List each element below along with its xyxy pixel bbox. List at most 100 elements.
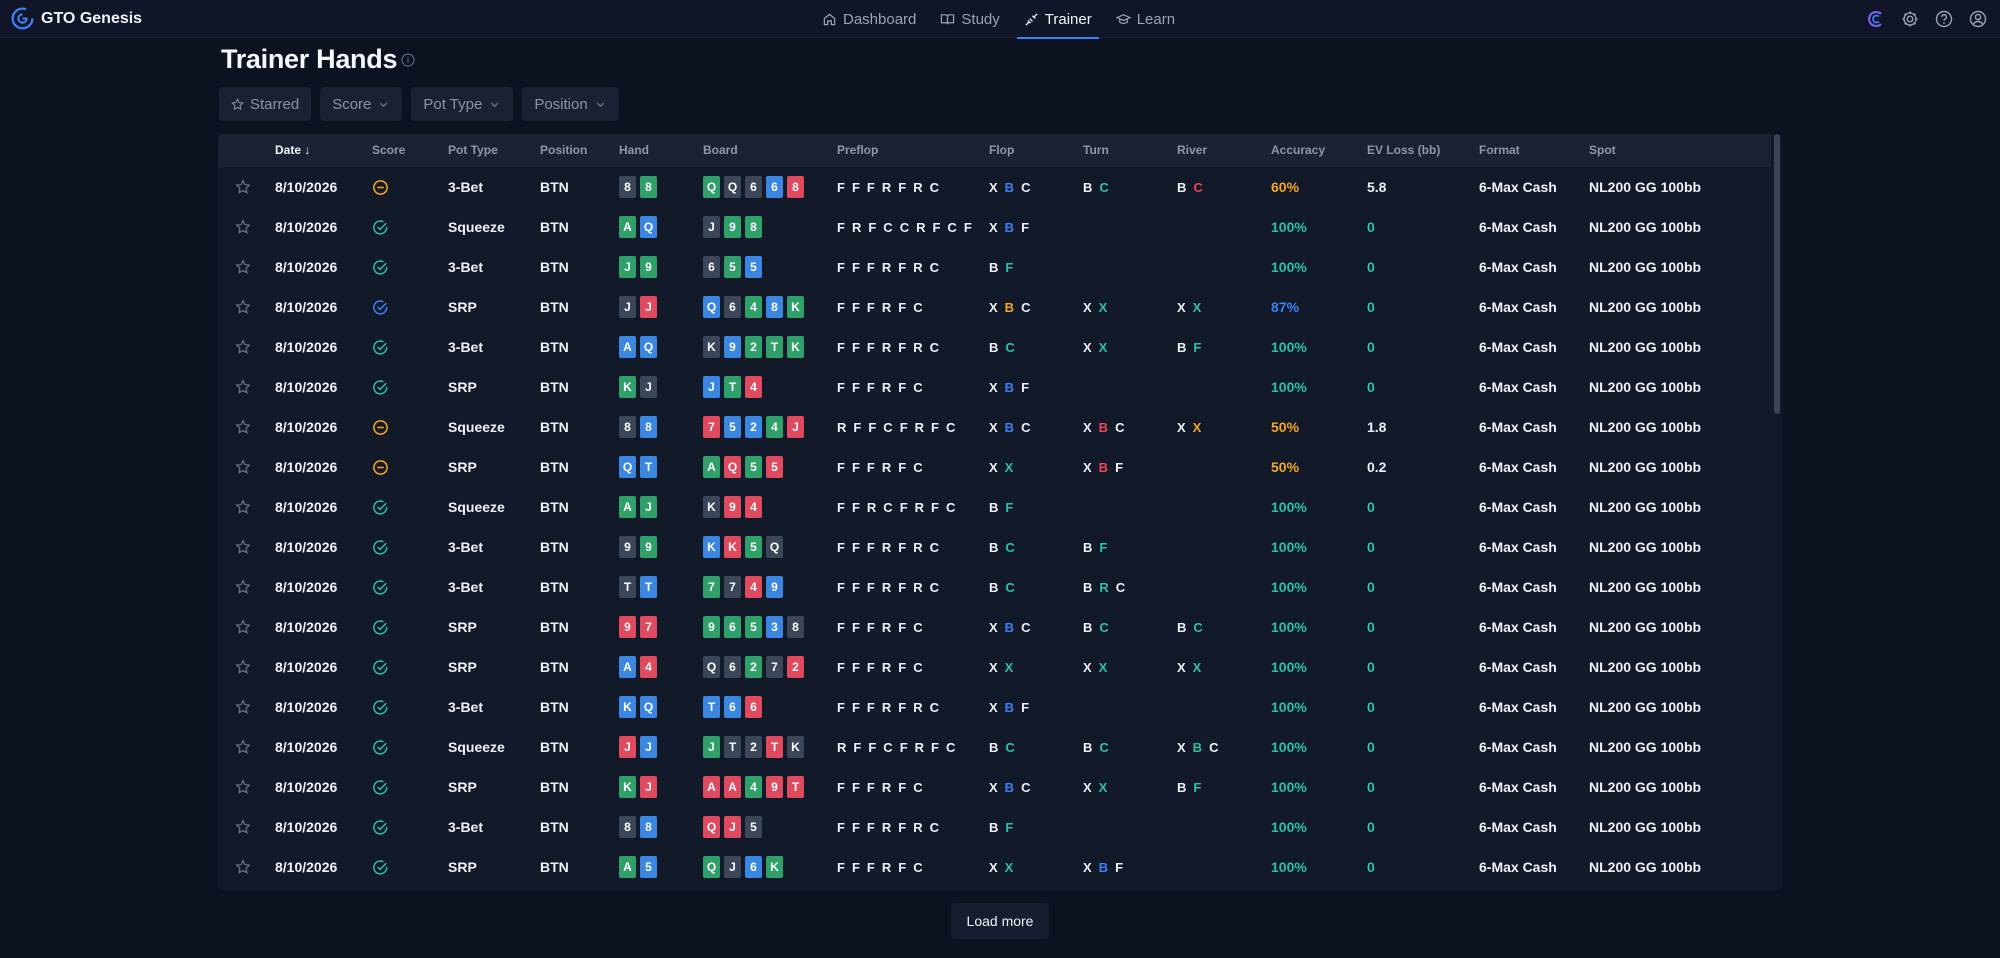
column-header-ev-loss[interactable]: EV Loss (bb) bbox=[1367, 143, 1441, 157]
column-header-spot[interactable]: Spot bbox=[1589, 143, 1616, 157]
column-header-score[interactable]: Score bbox=[372, 143, 406, 157]
star-icon[interactable] bbox=[235, 167, 251, 207]
table-scrollbar[interactable] bbox=[1774, 134, 1780, 414]
star-icon[interactable] bbox=[235, 367, 251, 407]
playing-card: 7 bbox=[703, 576, 720, 598]
action-token: R bbox=[837, 419, 847, 435]
nav-dashboard[interactable]: Dashboard bbox=[810, 0, 928, 38]
star-icon[interactable] bbox=[235, 687, 251, 727]
star-icon[interactable] bbox=[235, 847, 251, 887]
playing-card: 4 bbox=[766, 416, 783, 438]
info-icon[interactable] bbox=[401, 53, 415, 67]
pot-type-cell: 3-Bet bbox=[448, 819, 484, 835]
table-row[interactable]: 8/10/2026 Squeeze BTN A Q J 9 8 F R F C C R F C F X B F 100%… bbox=[218, 207, 1771, 247]
nav-learn[interactable]: Learn bbox=[1104, 0, 1187, 38]
action-token: C bbox=[883, 219, 893, 235]
format-cell: 6-Max Cash bbox=[1479, 539, 1557, 555]
column-header-date[interactable]: Date ↓ bbox=[275, 143, 310, 157]
action-token: B bbox=[1004, 619, 1015, 635]
star-icon[interactable] bbox=[235, 527, 251, 567]
playing-card: T bbox=[703, 696, 720, 718]
star-icon[interactable] bbox=[235, 807, 251, 847]
app-logo[interactable]: GTO Genesis bbox=[10, 6, 142, 31]
column-header-flop[interactable]: Flop bbox=[989, 143, 1015, 157]
table-row[interactable]: 8/10/2026 3-Bet BTN 9 9 K K 5 Q F F F R F R C B C B F 100% 0 6… bbox=[218, 527, 1771, 567]
star-icon[interactable] bbox=[235, 647, 251, 687]
spot-cell: NL200 GG 100bb bbox=[1589, 819, 1702, 835]
action-token: R bbox=[881, 299, 892, 315]
filter-position[interactable]: Position bbox=[522, 87, 619, 121]
playing-card: 8 bbox=[787, 616, 804, 638]
table-row[interactable]: 8/10/2026 Squeeze BTN J J J T 2 T K R F F C F R F C B C B C X B… bbox=[218, 727, 1771, 767]
column-header-hand[interactable]: Hand bbox=[619, 143, 649, 157]
star-icon[interactable] bbox=[235, 447, 251, 487]
star-icon[interactable] bbox=[235, 287, 251, 327]
column-header-format[interactable]: Format bbox=[1479, 143, 1520, 157]
star-icon[interactable] bbox=[235, 767, 251, 807]
table-row[interactable]: 8/10/2026 3-Bet BTN K Q T 6 6 F F F R F R C X B F 100% 0 6-M… bbox=[218, 687, 1771, 727]
column-header-board[interactable]: Board bbox=[703, 143, 738, 157]
table-row[interactable]: 8/10/2026 SRP BTN A 4 Q 6 2 7 2 F F F R F C X X X X X X 100% 0 6… bbox=[218, 647, 1771, 687]
table-row[interactable]: 8/10/2026 Squeeze BTN A J K 9 4 F F R C F R F C B F 100% 0 6… bbox=[218, 487, 1771, 527]
gto-logo-icon[interactable] bbox=[1864, 7, 1888, 31]
star-icon[interactable] bbox=[235, 607, 251, 647]
column-header-preflop[interactable]: Preflop bbox=[837, 143, 879, 157]
table-row[interactable]: 8/10/2026 SRP BTN A 5 Q J 6 K F F F R F C X X X B F 100% 0 6-M… bbox=[218, 847, 1771, 887]
action-token: F bbox=[932, 219, 941, 235]
table-row[interactable]: 8/10/2026 3-Bet BTN 8 8 Q Q 6 6 8 F F F R F R C X B C B C B C 60… bbox=[218, 167, 1771, 207]
playing-card: K bbox=[787, 336, 804, 358]
action-token: X bbox=[989, 659, 998, 675]
column-header-position[interactable]: Position bbox=[540, 143, 588, 157]
ev-loss-cell: 0 bbox=[1367, 819, 1375, 835]
action-token: X bbox=[989, 179, 998, 195]
table-row[interactable]: 8/10/2026 SRP BTN K J A A 4 9 T F F F R F C X B C X X B F 100% 0… bbox=[218, 767, 1771, 807]
action-token: C bbox=[883, 739, 893, 755]
star-icon[interactable] bbox=[235, 207, 251, 247]
help-icon[interactable] bbox=[1932, 7, 1956, 31]
action-token: F bbox=[898, 779, 907, 795]
action-token: X bbox=[1004, 859, 1014, 875]
filter-score[interactable]: Score bbox=[320, 87, 403, 121]
date-cell: 8/10/2026 bbox=[275, 619, 338, 635]
table-row[interactable]: 8/10/2026 SRP BTN J J Q 6 4 8 K F F F R F C X B C X X X X 87% 0 6… bbox=[218, 287, 1771, 327]
table-row[interactable]: 8/10/2026 SRP BTN K J J T 4 F F F R F C X B F 100% 0 6-Max … bbox=[218, 367, 1771, 407]
filter-pot-type[interactable]: Pot Type bbox=[411, 87, 514, 121]
load-more-button[interactable]: Load more bbox=[951, 903, 1049, 939]
table-row[interactable]: 8/10/2026 SRP BTN Q T A Q 5 5 F F F R F C X X X B F 50% 0.2 6-… bbox=[218, 447, 1771, 487]
column-header-accuracy[interactable]: Accuracy bbox=[1271, 143, 1326, 157]
star-icon[interactable] bbox=[235, 727, 251, 767]
action-token: B bbox=[989, 539, 999, 555]
star-icon[interactable] bbox=[235, 247, 251, 287]
table-row[interactable]: 8/10/2026 3-Bet BTN J 9 6 5 5 F F F R F R C B F 100% 0 6-Ma… bbox=[218, 247, 1771, 287]
action-token: F bbox=[963, 219, 972, 235]
table-row[interactable]: 8/10/2026 3-Bet BTN A Q K 9 2 T K F F F R F R C B C X X B F 100… bbox=[218, 327, 1771, 367]
user-icon[interactable] bbox=[1966, 7, 1990, 31]
star-icon[interactable] bbox=[235, 327, 251, 367]
table-row[interactable]: 8/10/2026 SRP BTN 9 7 9 6 5 3 8 F F F R F C X B C B C B C 100% 0… bbox=[218, 607, 1771, 647]
star-icon[interactable] bbox=[235, 567, 251, 607]
gear-icon[interactable] bbox=[1898, 7, 1922, 31]
table-row[interactable]: 8/10/2026 3-Bet BTN T T 7 7 4 9 F F F R F R C B C B R C 100% 0… bbox=[218, 567, 1771, 607]
action-token: B bbox=[989, 579, 999, 595]
format-cell: 6-Max Cash bbox=[1479, 779, 1557, 795]
nav-study[interactable]: Study bbox=[928, 0, 1011, 38]
format-cell: 6-Max Cash bbox=[1479, 739, 1557, 755]
filter-starred[interactable]: Starred bbox=[219, 87, 312, 121]
nav-trainer[interactable]: Trainer bbox=[1012, 0, 1104, 39]
action-token: C bbox=[945, 419, 956, 435]
column-header-pot-type[interactable]: Pot Type bbox=[448, 143, 498, 157]
playing-card: 7 bbox=[703, 416, 720, 438]
table-row[interactable]: 8/10/2026 3-Bet BTN 8 8 Q J 5 F F F R F R C B F 100% 0 6-Ma… bbox=[218, 807, 1771, 847]
column-header-turn[interactable]: Turn bbox=[1083, 143, 1109, 157]
action-token: X bbox=[1098, 339, 1108, 355]
action-token: F bbox=[837, 339, 845, 355]
action-token: F bbox=[1021, 219, 1030, 235]
action-token: F bbox=[898, 459, 907, 475]
star-icon[interactable] bbox=[235, 407, 251, 447]
star-icon[interactable] bbox=[235, 487, 251, 527]
column-header-river[interactable]: River bbox=[1177, 143, 1208, 157]
table-row[interactable]: 8/10/2026 Squeeze BTN 8 8 7 5 2 4 J R F F C F R F C X B C X B C… bbox=[218, 407, 1771, 447]
